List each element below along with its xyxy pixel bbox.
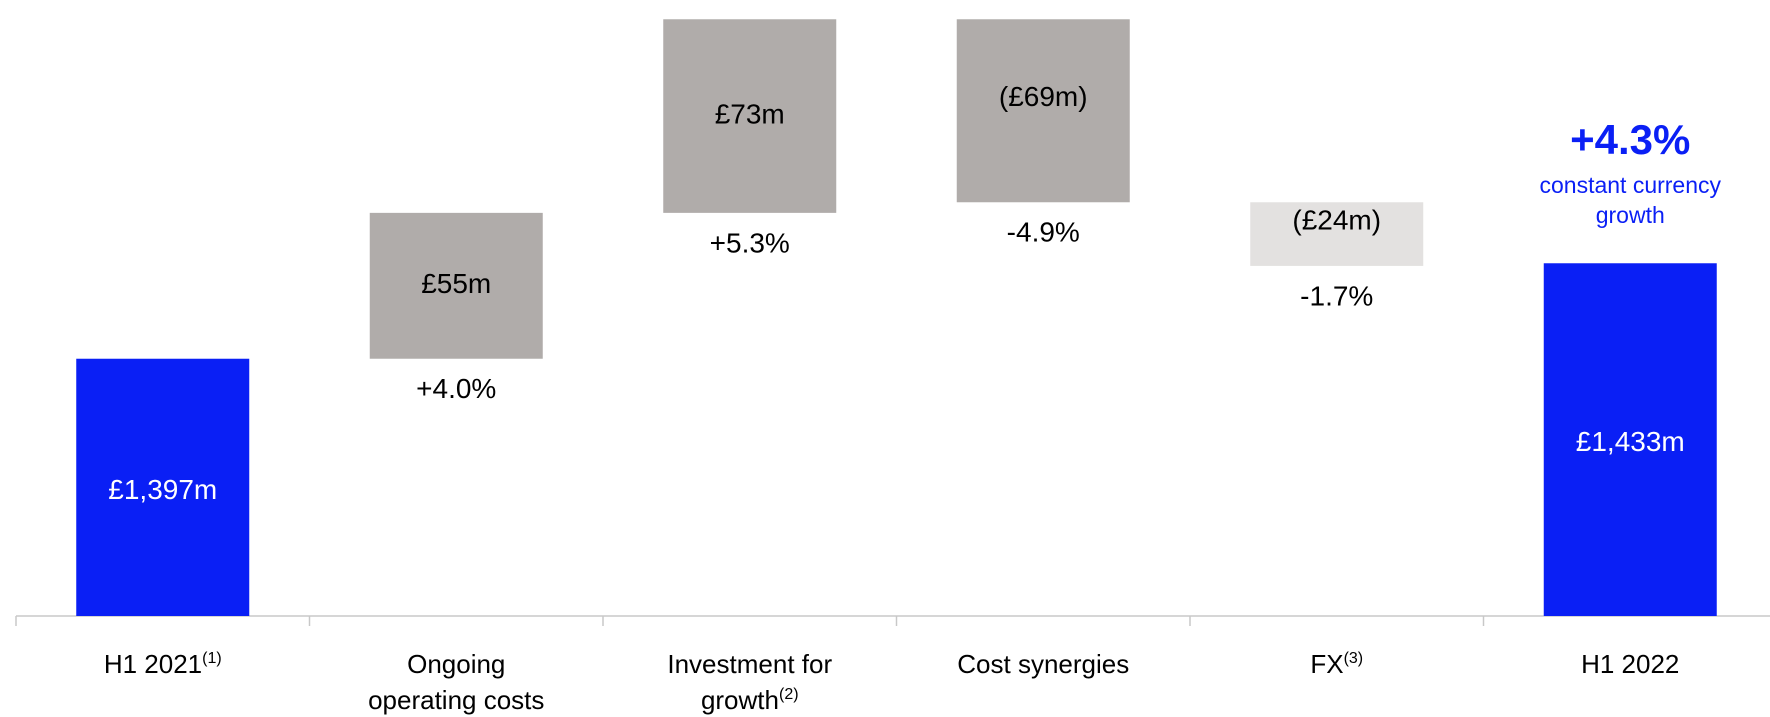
value-label: (£69m) [999,81,1088,112]
category-label: H1 2022 [1535,646,1725,682]
value-label: £73m [715,98,785,129]
total-bar [76,358,250,616]
change-bar [663,19,837,213]
category-text: Ongoing operating costs [368,649,545,715]
category-label: FX(3) [1242,646,1432,682]
footnote-marker: (3) [1343,650,1364,667]
value-label: £55m [421,268,491,299]
value-label: (£24m) [1292,204,1381,235]
category-text: FX [1310,649,1344,679]
category-label: Investment for growth(2) [655,646,845,717]
category-label: Ongoing operating costs [361,646,551,717]
category-label: H1 2021(1) [68,646,258,682]
footnote-marker: (1) [202,650,222,667]
value-label: £1,397m [108,474,217,505]
growth-headline: +4.3% [1570,116,1691,163]
change-label: +4.0% [416,373,496,404]
total-bar [1543,263,1717,616]
change-label: +5.3% [710,227,790,258]
value-label: £1,433m [1576,426,1685,457]
change-label: -4.9% [1007,217,1080,248]
category-text: Investment for growth [667,649,833,715]
category-label: Cost synergies [948,646,1138,682]
category-text: Cost synergies [957,649,1130,679]
change-bar [1250,202,1424,266]
growth-text: constant currency growth [1539,172,1722,228]
category-text: H1 2021 [103,649,203,679]
change-bar [956,19,1130,203]
category-text: H1 2022 [1581,649,1680,679]
change-label: -1.7% [1300,280,1373,311]
change-bar [369,212,543,359]
footnote-marker: (2) [778,686,799,703]
